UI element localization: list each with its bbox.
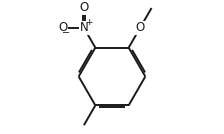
Text: O: O	[58, 21, 67, 34]
Text: O: O	[136, 21, 145, 34]
Text: O: O	[79, 1, 88, 14]
Text: +: +	[85, 18, 92, 27]
Text: −: −	[62, 28, 70, 38]
Text: N: N	[80, 21, 88, 34]
